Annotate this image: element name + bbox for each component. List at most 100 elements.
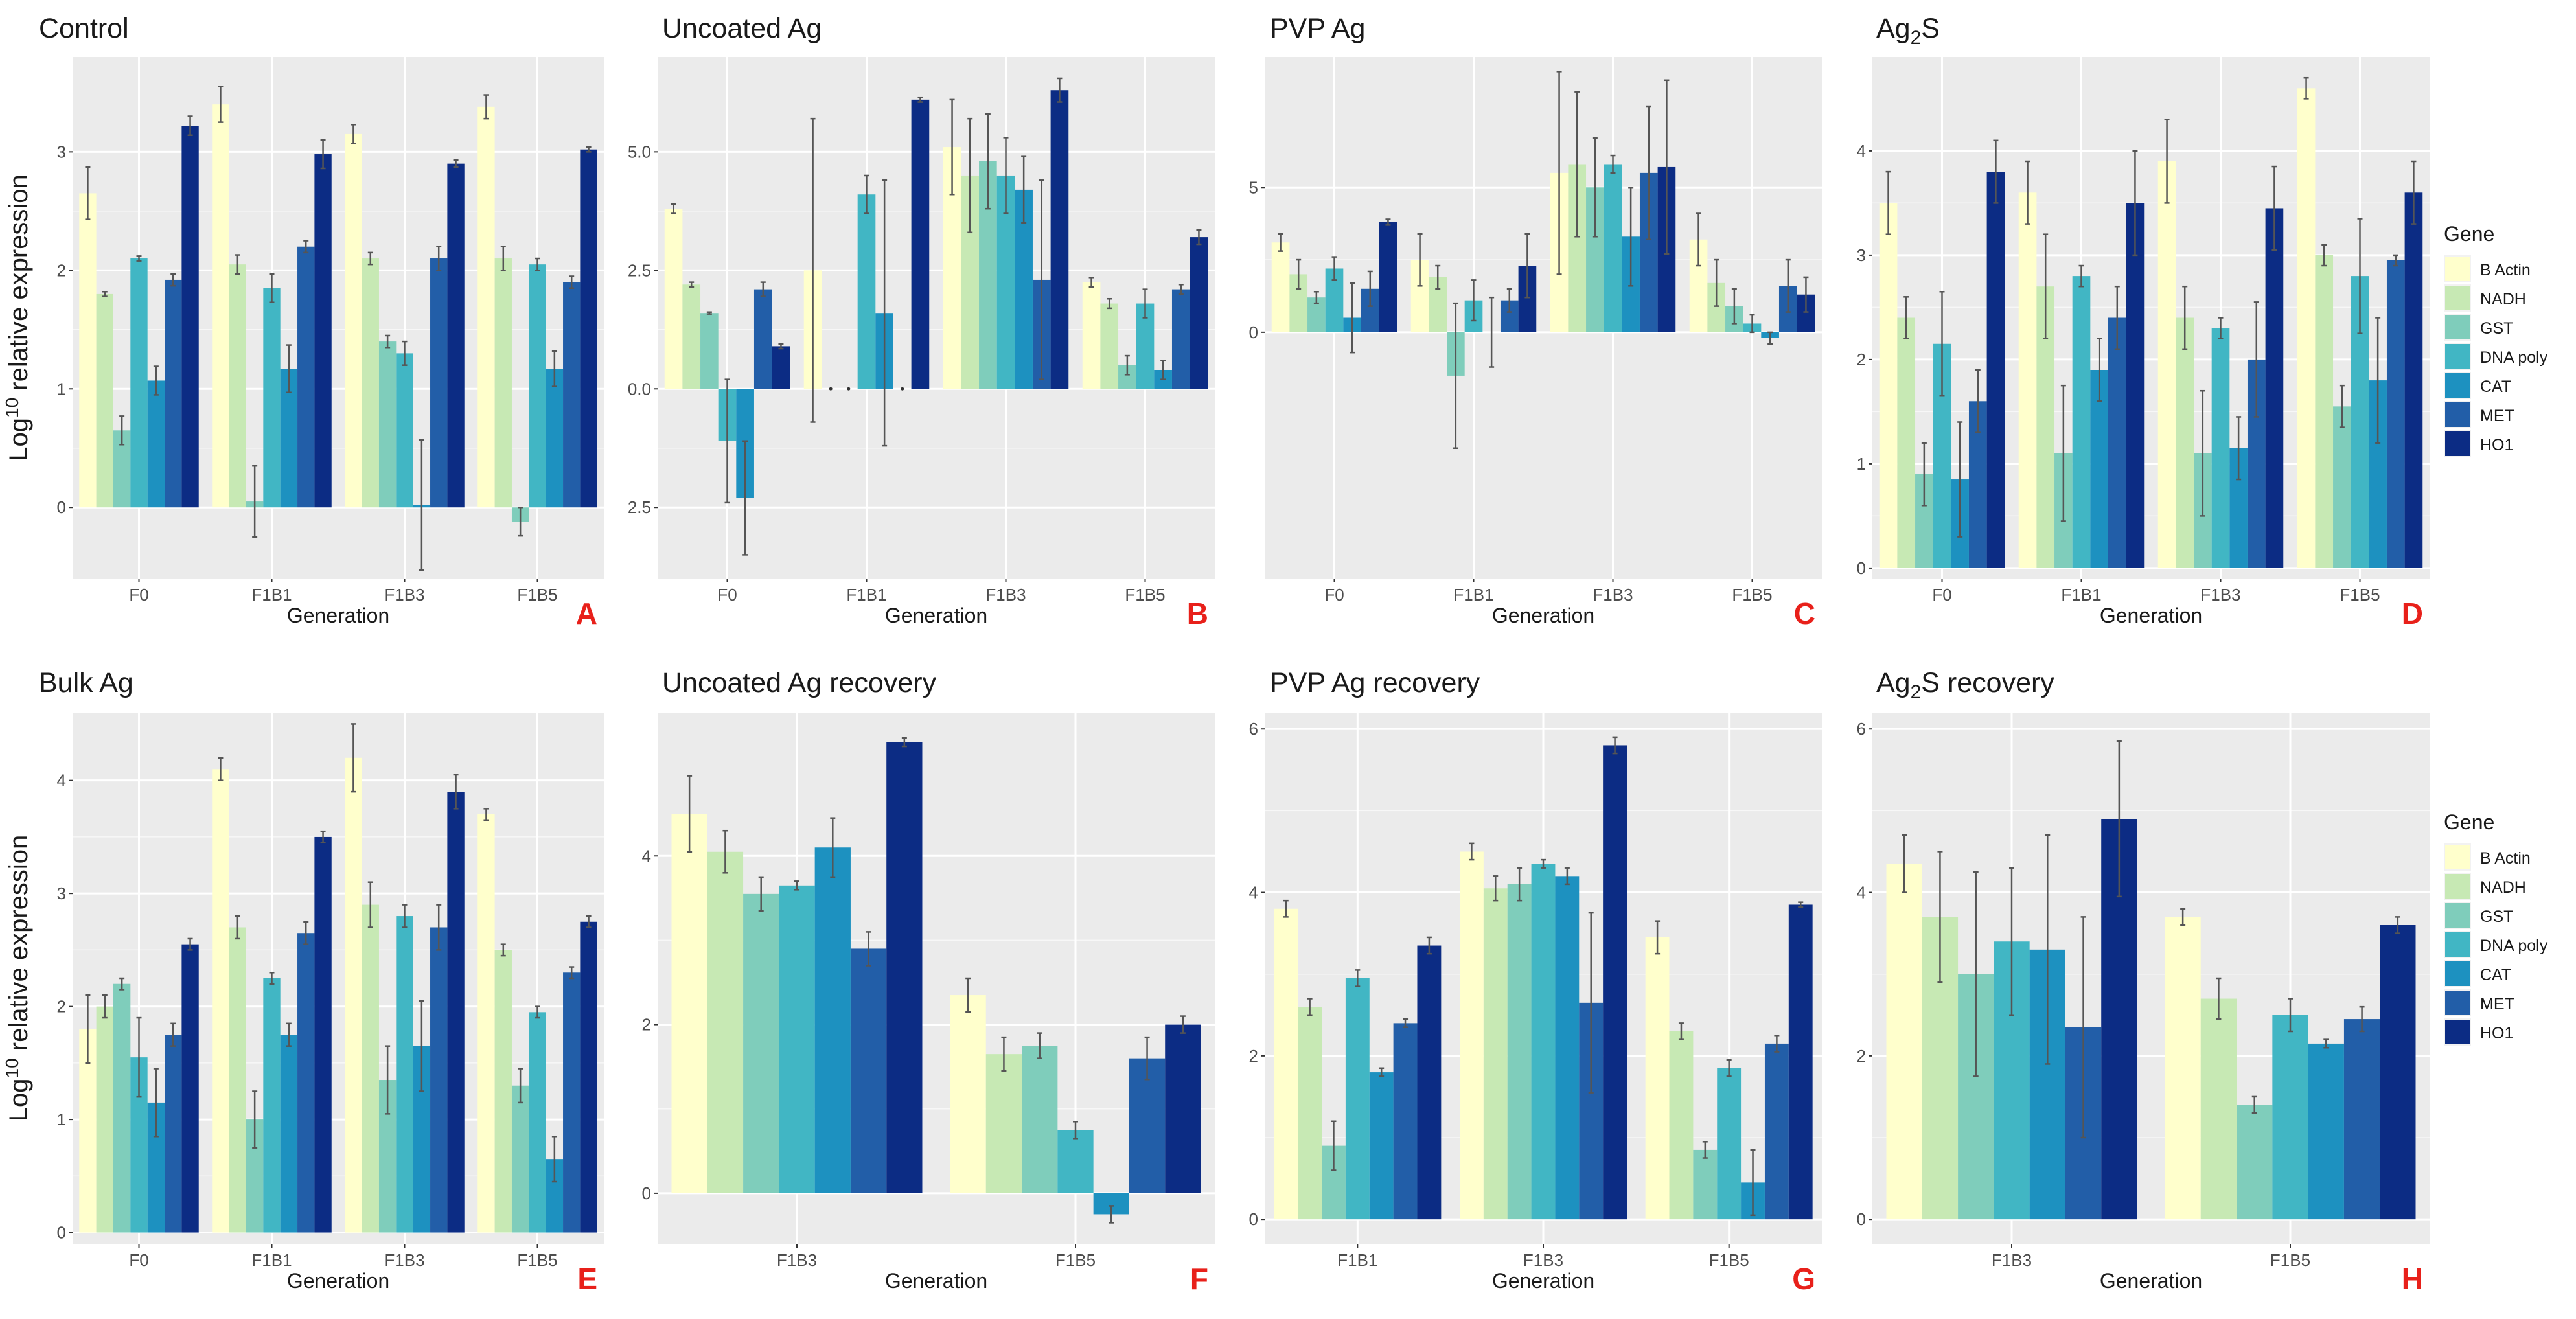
bar-nadh-f1b5 bbox=[985, 1054, 1022, 1193]
bar-gst-f1b3 bbox=[378, 341, 397, 508]
panel-a: Control 0 1 2 3 F0 F1B1 F1B3 F1B5 Generation Log10… bbox=[2, 13, 604, 630]
y-tick-label: 0 bbox=[1857, 558, 1866, 578]
y-tick-label: 3 bbox=[57, 884, 66, 903]
bar-met-f1b5 bbox=[1171, 289, 1190, 389]
bar-nadh-f1b5 bbox=[2315, 255, 2334, 568]
bar-ho1-f0 bbox=[1379, 222, 1397, 332]
bar-dna-poly-f1b3 bbox=[779, 885, 815, 1193]
panel-title: Bulk Ag bbox=[39, 667, 133, 698]
bar-dna-poly-f1b3 bbox=[396, 916, 413, 1233]
legend-swatch-gst bbox=[2445, 903, 2470, 928]
legend-swatch-nadh bbox=[2445, 286, 2470, 310]
y-tick-label: 1 bbox=[57, 1110, 66, 1129]
bar-met-f1b3 bbox=[430, 258, 448, 508]
panel-title: Uncoated Ag recovery bbox=[662, 667, 937, 698]
bar-nadh-f1b3 bbox=[362, 258, 379, 508]
panel-letter: E bbox=[577, 1262, 597, 1296]
bar-b-actin-f1b3 bbox=[1886, 864, 1922, 1220]
bar-met-f1b3 bbox=[850, 948, 887, 1193]
panel-letter: C bbox=[1794, 597, 1815, 630]
bar-cat-f1b3 bbox=[814, 847, 851, 1193]
bar-nadh-f1b1 bbox=[229, 927, 246, 1233]
bar-dna-poly-f1b5 bbox=[529, 1012, 546, 1233]
bar-ho1-f0 bbox=[181, 126, 199, 508]
bar-gst-f1b5 bbox=[2237, 1105, 2273, 1220]
bar-ho1-f1b3 bbox=[2265, 208, 2284, 568]
y-tick-label: 2 bbox=[57, 997, 66, 1016]
y-tick-label: 3 bbox=[57, 142, 66, 161]
bar-nadh-f1b5 bbox=[494, 258, 512, 508]
bar-b-actin-f0 bbox=[79, 193, 97, 508]
bar-nadh-f1b5 bbox=[1100, 303, 1119, 389]
y-tick-label: 2 bbox=[642, 1015, 651, 1035]
panel-title: Ag2S recovery bbox=[1876, 667, 2054, 703]
x-tick-label: F1B1 bbox=[1453, 585, 1493, 604]
y-tick-label: 2 bbox=[57, 260, 66, 280]
panel-letter: G bbox=[1792, 1262, 1815, 1296]
legend-label: HO1 bbox=[2480, 1024, 2513, 1042]
bar-gst-f1b5 bbox=[1022, 1046, 1058, 1193]
legend-swatch-dna-poly bbox=[2445, 344, 2470, 369]
zero-marker bbox=[901, 387, 904, 391]
bar-ho1-f1b1 bbox=[314, 154, 332, 508]
x-tick-label: F1B3 bbox=[1593, 585, 1633, 604]
legend-label: B Actin bbox=[2480, 849, 2531, 867]
bar-b-actin-f1b1 bbox=[1274, 908, 1298, 1220]
legend-swatch-nadh bbox=[2445, 874, 2470, 899]
legend-swatch-ho1 bbox=[2445, 1020, 2470, 1044]
bar-dna-poly-f1b1 bbox=[263, 978, 281, 1233]
y-tick-label: 4 bbox=[57, 771, 66, 790]
panel-h: Ag2S recovery 0 2 4 6 F1B3 F1B5 Generation H bbox=[1857, 667, 2430, 1296]
bar-b-actin-f1b5 bbox=[477, 814, 495, 1233]
bar-nadh-f1b1 bbox=[1298, 1007, 1322, 1220]
y-tick-label: 2 bbox=[1857, 1046, 1866, 1066]
bar-met-f0 bbox=[753, 289, 772, 389]
x-tick-label: F0 bbox=[1932, 585, 1951, 604]
panel-b: Uncoated Ag 2.5 0.0 2.5 5.0 F0 F1B1 F1B3 F1B5 Gen… bbox=[628, 13, 1215, 630]
bar-ho1-f1b1 bbox=[2126, 203, 2145, 568]
x-tick-label: F1B3 bbox=[985, 585, 1026, 604]
bar-cat-f1b3 bbox=[1555, 876, 1580, 1220]
bar-b-actin-f1b3 bbox=[2157, 161, 2176, 568]
bar-met-f1b5 bbox=[563, 282, 581, 508]
panel-c: PVP Ag 0 5 F0 F1B1 F1B3 F1B5 Generation C bbox=[1249, 13, 1822, 630]
legend-label: HO1 bbox=[2480, 436, 2513, 454]
bar-met-f1b1 bbox=[2108, 317, 2126, 568]
bar-ho1-f0 bbox=[772, 346, 790, 389]
x-tick-label: F1B5 bbox=[1055, 1250, 1096, 1270]
y-tick-label: 0.0 bbox=[628, 379, 651, 398]
y-tick-label: 2.5 bbox=[628, 498, 651, 517]
legend-label: CAT bbox=[2480, 378, 2511, 396]
x-tick-label: F1B3 bbox=[384, 585, 424, 604]
bar-ho1-f1b5 bbox=[1190, 237, 1208, 389]
bar-b-actin-f0 bbox=[1879, 203, 1898, 568]
x-tick-label: F1B1 bbox=[1337, 1250, 1377, 1270]
x-axis-label: Generation bbox=[1492, 604, 1594, 627]
x-tick-label: F1B5 bbox=[2270, 1250, 2310, 1270]
zero-marker bbox=[829, 387, 833, 391]
legend-label: DNA poly bbox=[2480, 349, 2548, 367]
legend-swatch-met bbox=[2445, 991, 2470, 1015]
x-tick-label: F1B3 bbox=[777, 1250, 817, 1270]
legend-swatch-dna-poly bbox=[2445, 932, 2470, 957]
x-tick-label: F1B5 bbox=[517, 585, 557, 604]
bar-ho1-f1b1 bbox=[314, 836, 332, 1233]
bar-met-f0 bbox=[165, 1035, 182, 1233]
bar-ho1-f1b5 bbox=[580, 149, 597, 508]
bar-ho1-f1b1 bbox=[911, 99, 930, 389]
x-tick-label: F1B3 bbox=[2200, 585, 2240, 604]
y-tick-label: 0 bbox=[642, 1184, 651, 1203]
bar-nadh-f0 bbox=[1897, 317, 1916, 568]
x-tick-label: F1B3 bbox=[384, 1250, 424, 1270]
legend-label: NADH bbox=[2480, 878, 2526, 897]
bar-nadh-f1b5 bbox=[2200, 998, 2237, 1220]
bar-gst-f1b5 bbox=[2333, 406, 2351, 568]
bar-ho1-f1b5 bbox=[580, 921, 597, 1233]
y-tick-label: 6 bbox=[1249, 719, 1258, 739]
y-axis-label: Log10 relative expression bbox=[2, 835, 33, 1122]
y-tick-label: 0 bbox=[1857, 1210, 1866, 1229]
bar-b-actin-f1b3 bbox=[1460, 851, 1484, 1220]
bar-dna-poly-f1b1 bbox=[857, 194, 876, 389]
bar-b-actin-f1b3 bbox=[345, 757, 362, 1233]
